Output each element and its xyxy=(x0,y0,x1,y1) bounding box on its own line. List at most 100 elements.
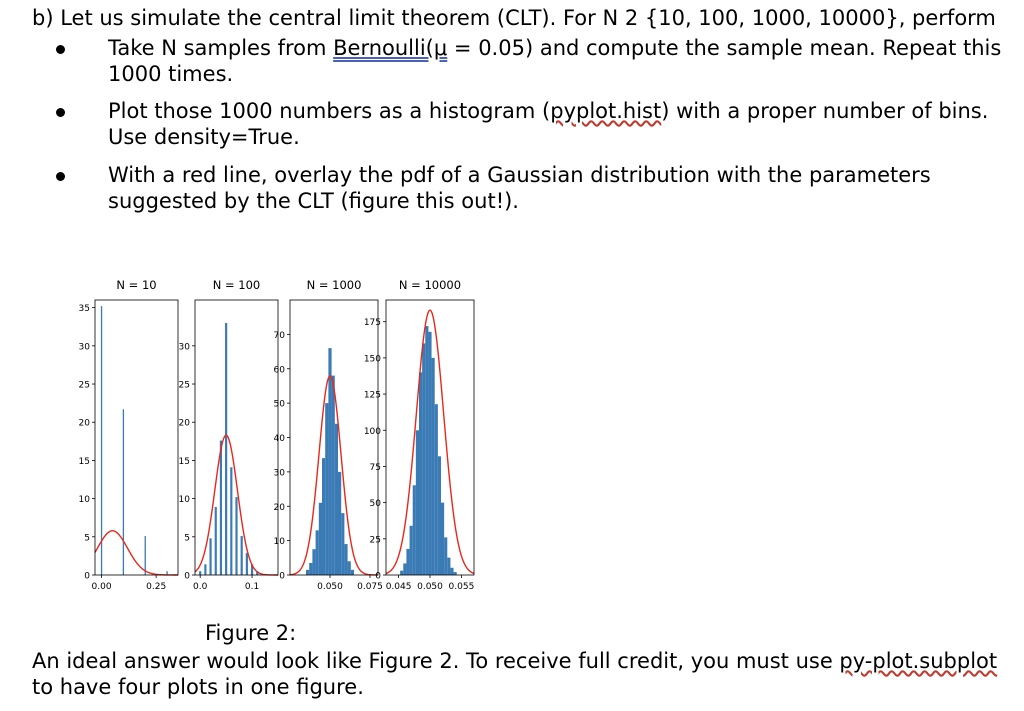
y-tick-label: 0 xyxy=(375,572,381,582)
histogram-bar xyxy=(450,567,454,575)
y-tick-label: 25 xyxy=(370,535,381,545)
histogram-bar xyxy=(235,497,238,575)
y-tick-label: 100 xyxy=(364,427,381,437)
pyplot-hist-link[interactable]: pyplot.hist xyxy=(550,99,662,123)
histogram-bar xyxy=(444,537,448,575)
histogram-bar xyxy=(425,326,429,575)
histogram-bar xyxy=(409,525,413,575)
histogram-bar xyxy=(419,372,423,575)
subplot-title: N = 100 xyxy=(213,278,261,292)
figure-caption: Figure 2: xyxy=(205,621,297,645)
histogram-bar xyxy=(219,440,223,575)
histogram-bar xyxy=(144,536,146,575)
x-tick-label: 0.050 xyxy=(317,582,343,592)
histogram-bar xyxy=(315,530,319,575)
gaussian-pdf-line xyxy=(385,309,475,575)
histogram-bar xyxy=(344,544,348,575)
gaussian-pdf-line xyxy=(194,434,278,576)
histogram-bar xyxy=(406,548,410,575)
bullet-text: Take N samples from xyxy=(108,36,334,60)
y-tick-label: 0 xyxy=(84,572,90,582)
histogram-bar xyxy=(100,306,103,575)
x-tick-label: 0.075 xyxy=(357,582,383,592)
bullet-item: Take N samples from Bernoulli(μ = 0.05) … xyxy=(56,35,1008,88)
y-tick-label: 15 xyxy=(79,457,90,467)
gaussian-pdf-line xyxy=(94,530,178,576)
y-tick-label: 5 xyxy=(84,533,90,543)
subplot-title: N = 10 xyxy=(116,278,156,292)
histogram-bar xyxy=(428,331,432,575)
answer-paragraph: An ideal answer would look like Figure 2… xyxy=(32,648,1017,701)
histogram-bar xyxy=(341,513,345,575)
histogram-bar xyxy=(256,571,259,575)
bernoulli-link[interactable]: Bernoulli(μ xyxy=(333,36,448,60)
histogram-bar xyxy=(437,456,441,575)
bullet-item: Plot those 1000 numbers as a histogram (… xyxy=(56,98,1008,151)
y-tick-label: 20 xyxy=(274,503,286,513)
y-tick-label: 20 xyxy=(179,419,191,429)
x-tick-label: 0.050 xyxy=(417,582,443,592)
histogram-bar xyxy=(312,549,316,575)
histogram-bar xyxy=(318,502,322,575)
y-tick-label: 0 xyxy=(279,572,285,582)
bullet-dot-icon xyxy=(56,172,65,181)
y-tick-label: 75 xyxy=(370,463,381,473)
y-tick-label: 10 xyxy=(179,495,191,505)
bullet-dot-icon xyxy=(56,108,65,117)
y-tick-label: 50 xyxy=(370,499,382,509)
y-tick-label: 30 xyxy=(79,342,91,352)
x-tick-label: 0.00 xyxy=(92,582,112,592)
x-tick-label: 0.055 xyxy=(449,582,475,592)
bullet-text: = 0.05) and compute the sample mean. Rep… xyxy=(108,36,1002,87)
histogram-bar xyxy=(412,485,416,575)
histogram-bar xyxy=(415,430,419,575)
histogram-bar xyxy=(350,569,354,575)
histogram-bar xyxy=(204,564,207,575)
histogram-bar xyxy=(322,458,326,575)
y-tick-label: 20 xyxy=(79,419,91,429)
x-tick-label: 0.045 xyxy=(386,582,412,592)
histogram-bar xyxy=(214,507,217,575)
y-tick-label: 125 xyxy=(364,391,381,401)
histogram-bar xyxy=(334,423,338,575)
x-tick-label: 0.25 xyxy=(146,582,166,592)
histogram-bar xyxy=(225,322,228,575)
histogram-bar xyxy=(431,357,435,575)
histogram-bar xyxy=(403,563,407,575)
histogram-bar xyxy=(325,403,329,575)
bullet-item: With a red line, overlay the pdf of a Ga… xyxy=(56,162,1008,215)
subplot-title: N = 1000 xyxy=(307,278,362,292)
y-tick-label: 35 xyxy=(79,304,90,314)
bullet-text: Plot those 1000 numbers as a histogram ( xyxy=(108,99,551,123)
y-tick-label: 30 xyxy=(179,342,191,352)
histogram-bar xyxy=(122,409,125,575)
answer-text: to have four plots in one figure. xyxy=(32,675,364,700)
y-tick-label: 50 xyxy=(274,400,286,410)
answer-text: An ideal answer would look like Figure 2… xyxy=(32,649,840,673)
x-tick-label: 0.1 xyxy=(245,582,259,592)
pyplot-subplot-link[interactable]: py-plot.subplot xyxy=(839,649,998,673)
y-tick-label: 30 xyxy=(274,468,286,478)
histogram-bar xyxy=(338,471,342,575)
y-tick-label: 5 xyxy=(184,533,190,543)
histogram-bar xyxy=(245,552,248,575)
y-tick-label: 175 xyxy=(364,318,381,328)
histogram-bar xyxy=(422,343,426,575)
histogram-bar xyxy=(328,348,332,575)
histogram-bar xyxy=(209,538,212,575)
histogram-bar xyxy=(400,570,404,575)
histogram-bar xyxy=(453,572,457,575)
y-tick-label: 10 xyxy=(79,495,91,505)
plot-frame xyxy=(194,299,279,576)
y-tick-label: 25 xyxy=(179,381,190,391)
histogram-bar xyxy=(240,536,243,575)
histogram-bar xyxy=(331,375,335,575)
subplot-title: N = 10000 xyxy=(399,278,461,292)
histogram-bar xyxy=(199,571,202,575)
y-tick-label: 70 xyxy=(274,331,286,341)
histogram-bar xyxy=(434,404,438,575)
question-heading: b) Let us simulate the central limit the… xyxy=(32,6,996,30)
histogram-bar xyxy=(166,571,168,575)
y-tick-label: 0 xyxy=(184,572,190,582)
